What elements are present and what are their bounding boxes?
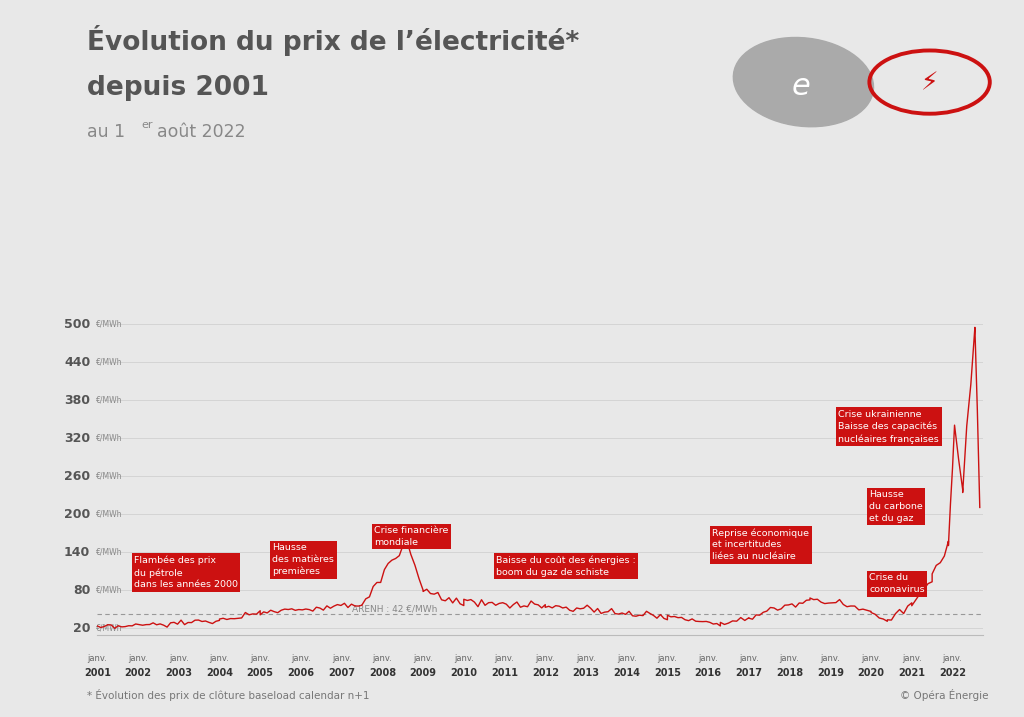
Text: 2003: 2003 (165, 668, 193, 678)
Text: 2017: 2017 (735, 668, 763, 678)
Text: janv.: janv. (779, 654, 800, 663)
Text: 2016: 2016 (694, 668, 722, 678)
Text: €/MWh: €/MWh (96, 586, 123, 594)
Text: août 2022: août 2022 (157, 123, 246, 141)
Text: 2007: 2007 (328, 668, 355, 678)
Text: 2022: 2022 (939, 668, 966, 678)
Text: 2009: 2009 (410, 668, 436, 678)
Text: Crise du
coronavirus: Crise du coronavirus (869, 574, 925, 594)
Text: 320: 320 (65, 432, 90, 445)
Text: €/MWh: €/MWh (96, 320, 123, 328)
Text: janv.: janv. (698, 654, 718, 663)
Text: €/MWh: €/MWh (96, 624, 123, 632)
Text: 2005: 2005 (247, 668, 273, 678)
Text: Hausse
du carbone
et du gaz: Hausse du carbone et du gaz (869, 490, 923, 523)
Text: janv.: janv. (577, 654, 596, 663)
Text: janv.: janv. (861, 654, 881, 663)
Text: €/MWh: €/MWh (96, 510, 123, 518)
Text: * Évolution des prix de clôture baseload calendar n+1: * Évolution des prix de clôture baseload… (87, 689, 370, 701)
Text: depuis 2001: depuis 2001 (87, 75, 269, 101)
Text: 2019: 2019 (817, 668, 844, 678)
Text: janv.: janv. (413, 654, 433, 663)
Text: janv.: janv. (332, 654, 351, 663)
Text: Évolution du prix de l’électricité*: Évolution du prix de l’électricité* (87, 25, 580, 56)
Text: €/MWh: €/MWh (96, 472, 123, 480)
Text: janv.: janv. (902, 654, 922, 663)
Text: €/MWh: €/MWh (96, 434, 123, 442)
Text: 2004: 2004 (206, 668, 232, 678)
Text: © Opéra Énergie: © Opéra Énergie (900, 689, 988, 701)
Text: 2021: 2021 (898, 668, 926, 678)
Text: janv.: janv. (454, 654, 474, 663)
Text: janv.: janv. (291, 654, 311, 663)
Text: janv.: janv. (128, 654, 147, 663)
Text: ⚡: ⚡ (921, 72, 938, 95)
Text: janv.: janv. (210, 654, 229, 663)
Text: janv.: janv. (739, 654, 759, 663)
Text: 200: 200 (63, 508, 90, 521)
Text: Flambée des prix
du pétrole
dans les années 2000: Flambée des prix du pétrole dans les ann… (134, 556, 238, 589)
Text: €/MWh: €/MWh (96, 548, 123, 556)
Text: Crise financière
mondiale: Crise financière mondiale (374, 526, 449, 547)
Text: 440: 440 (63, 356, 90, 369)
Text: Hausse
des matières
premières: Hausse des matières premières (272, 543, 334, 576)
Text: au 1: au 1 (87, 123, 125, 141)
Text: Reprise économique
et incertitudes
liées au nucléaire: Reprise économique et incertitudes liées… (713, 528, 809, 561)
Text: er: er (141, 120, 154, 130)
Text: 2010: 2010 (451, 668, 477, 678)
Text: janv.: janv. (87, 654, 108, 663)
Text: 500: 500 (63, 318, 90, 331)
Text: Baisse du coût des énergies :
boom du gaz de schiste: Baisse du coût des énergies : boom du ga… (497, 556, 636, 576)
Text: 2006: 2006 (288, 668, 314, 678)
Text: e: e (792, 72, 810, 101)
Text: €/MWh: €/MWh (96, 396, 123, 404)
Text: 2020: 2020 (857, 668, 885, 678)
Text: 2014: 2014 (613, 668, 640, 678)
Text: janv.: janv. (942, 654, 963, 663)
Text: 2015: 2015 (654, 668, 681, 678)
Text: janv.: janv. (657, 654, 677, 663)
Text: €/MWh: €/MWh (96, 358, 123, 366)
Text: 20: 20 (73, 622, 90, 635)
Text: janv.: janv. (616, 654, 637, 663)
Text: janv.: janv. (495, 654, 514, 663)
Text: 2002: 2002 (125, 668, 152, 678)
Text: 2001: 2001 (84, 668, 111, 678)
Text: 2018: 2018 (776, 668, 803, 678)
Text: janv.: janv. (169, 654, 188, 663)
Text: 2008: 2008 (369, 668, 396, 678)
Ellipse shape (733, 37, 873, 127)
Text: 260: 260 (65, 470, 90, 483)
Text: janv.: janv. (250, 654, 270, 663)
Text: 2012: 2012 (531, 668, 559, 678)
Text: 80: 80 (73, 584, 90, 597)
Text: 380: 380 (65, 394, 90, 407)
Text: ARENH : 42 €/MWh: ARENH : 42 €/MWh (352, 604, 437, 613)
Text: janv.: janv. (536, 654, 555, 663)
Text: janv.: janv. (373, 654, 392, 663)
Text: 2011: 2011 (492, 668, 518, 678)
Text: 140: 140 (63, 546, 90, 559)
Text: Crise ukrainienne
Baisse des capacités
nucléaires françaises: Crise ukrainienne Baisse des capacités n… (839, 410, 939, 444)
Text: janv.: janv. (820, 654, 841, 663)
Text: 2013: 2013 (572, 668, 599, 678)
